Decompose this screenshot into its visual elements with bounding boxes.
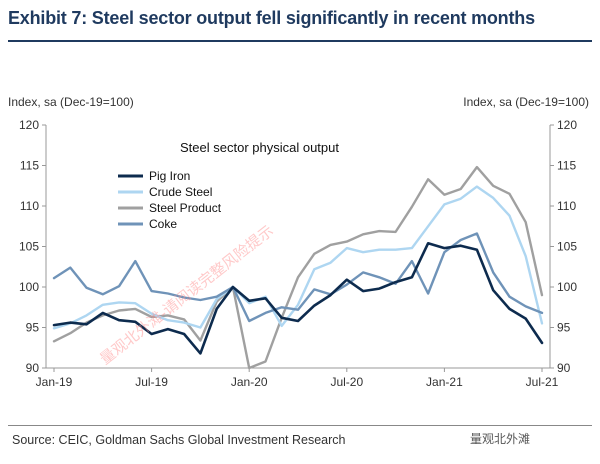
watermark: 量观北外滩-请阅读完整风险提示 xyxy=(97,222,277,368)
y-tick-label-right: 100 xyxy=(557,280,577,294)
legend-label: Pig Iron xyxy=(149,169,190,183)
axes: 90 90 95 95 100 100 105 105 110 110 115 115 120 120 Ja… xyxy=(19,118,577,389)
brand-logo-text: 量观北外滩 xyxy=(470,432,531,446)
legend-label: Crude Steel xyxy=(149,185,212,199)
legend: Pig Iron Crude Steel Steel Product Coke xyxy=(118,169,222,231)
chart-title: Steel sector physical output xyxy=(180,140,339,155)
y-tick-label-left: 110 xyxy=(20,199,39,213)
x-tick-label: Jan-20 xyxy=(231,375,268,389)
y-axis-left-label: Index, sa (Dec-19=100) xyxy=(8,95,134,109)
y-tick-label-right: 95 xyxy=(557,321,571,335)
series-line-coke xyxy=(52,232,544,323)
footer-rule xyxy=(8,425,592,426)
y-tick-label-left: 90 xyxy=(26,361,40,375)
exhibit-title: Exhibit 7: Steel sector output fell sign… xyxy=(8,8,535,28)
x-tick-label: Jan-19 xyxy=(36,375,73,389)
title-rule xyxy=(8,40,592,42)
series-line-steel-product xyxy=(52,165,544,370)
y-tick-label-right: 120 xyxy=(557,118,577,132)
x-tick-label: Jul-21 xyxy=(526,375,559,389)
y-axis-right-label: Index, sa (Dec-19=100) xyxy=(463,95,589,109)
x-tick-label: Jul-20 xyxy=(330,375,363,389)
source-note: Source: CEIC, Goldman Sachs Global Inves… xyxy=(12,433,346,447)
y-tick-label-right: 90 xyxy=(557,361,571,375)
x-tick-label: Jan-21 xyxy=(426,375,463,389)
x-tick-label: Jul-19 xyxy=(135,375,168,389)
series-line-pig-iron xyxy=(52,242,544,355)
y-tick-label-left: 105 xyxy=(19,240,39,254)
legend-label: Steel Product xyxy=(149,201,222,215)
y-tick-label-right: 105 xyxy=(557,240,577,254)
series-line-crude-steel xyxy=(52,185,544,330)
series-lines xyxy=(52,165,544,370)
y-tick-label-left: 95 xyxy=(26,321,40,335)
y-tick-label-left: 100 xyxy=(19,280,39,294)
steel-output-chart: 90 90 95 95 100 100 105 105 110 110 115 115 120 120 Ja… xyxy=(8,95,589,389)
y-tick-label-right: 110 xyxy=(557,199,576,213)
y-tick-label-left: 115 xyxy=(20,159,39,173)
legend-label: Coke xyxy=(149,217,177,231)
y-tick-label-right: 115 xyxy=(557,159,576,173)
y-tick-label-left: 120 xyxy=(19,118,39,132)
